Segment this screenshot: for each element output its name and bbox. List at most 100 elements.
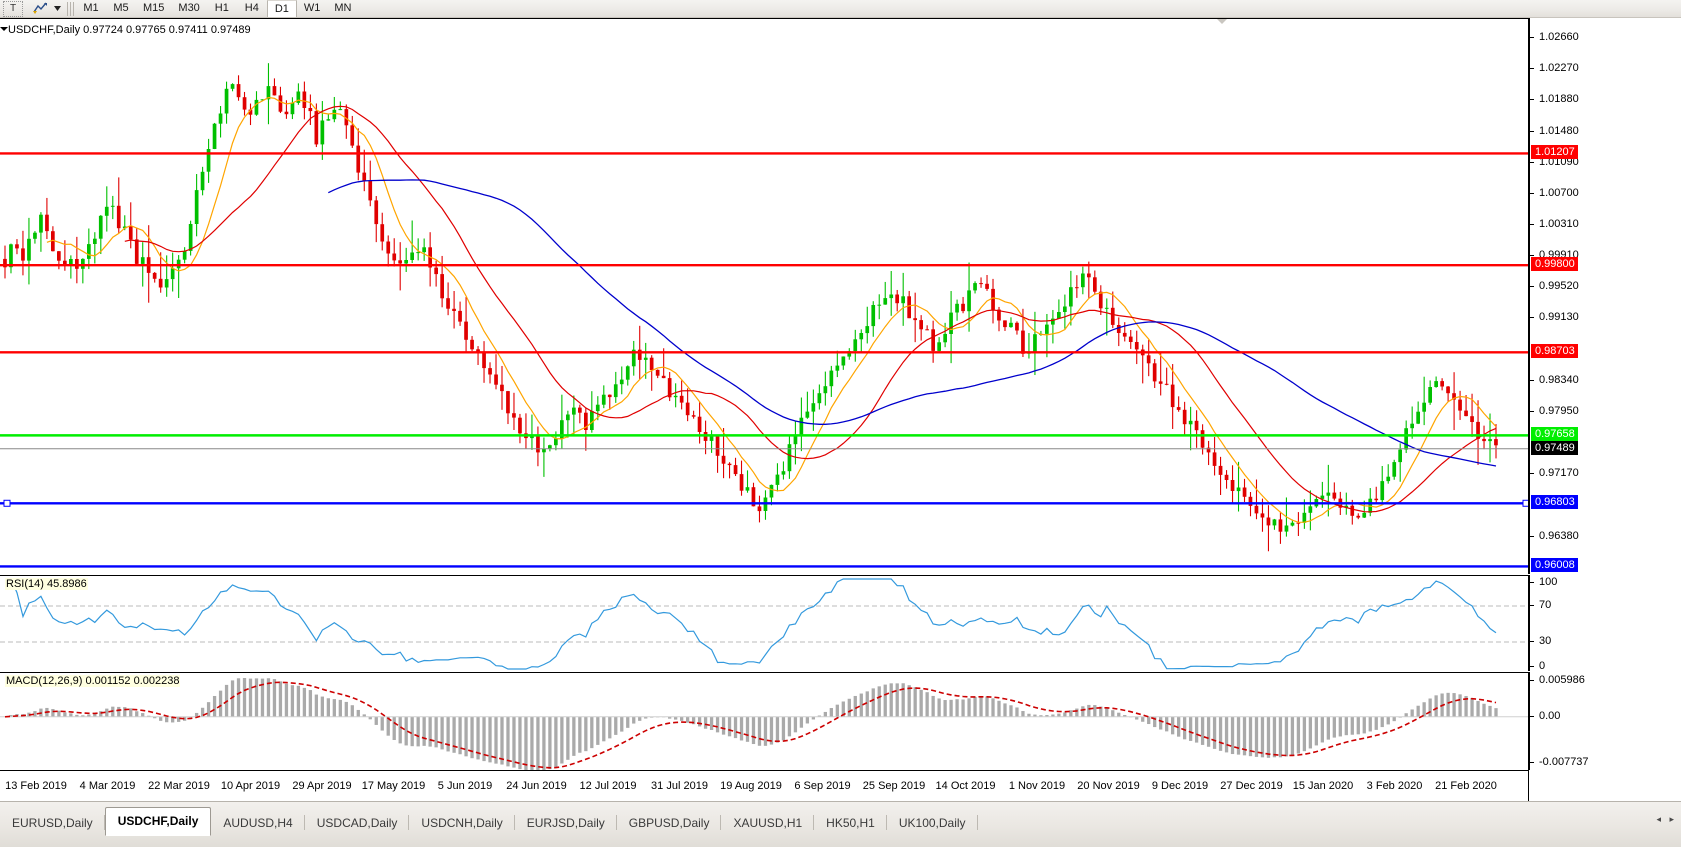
date-axis[interactable]: 13 Feb 2019 4 Mar 2019 22 Mar 2019 10 Apr 2… — [0, 770, 1529, 801]
chart-area: USDCHF,Daily 0.97724 0.97765 0.97411 0.9… — [0, 18, 1681, 801]
price-level-tag-current-price[interactable]: 0.97489 — [1531, 440, 1578, 455]
price-level-tag-support[interactable]: 0.97658 — [1531, 427, 1578, 442]
date-label: 9 Dec 2019 — [1151, 780, 1209, 792]
price-level-tag-resistance[interactable]: 0.99800 — [1531, 257, 1578, 272]
chart-tabbar: EURUSD,Daily USDCHF,Daily AUDUSD,H4 USDCAD,… — [0, 801, 1681, 847]
tab-divider — [408, 815, 410, 830]
rsi-tick: 70 — [1530, 599, 1551, 611]
chart-tab-eurjsd-daily[interactable]: EURJSD,Daily — [515, 810, 617, 836]
chart-collapse-icon[interactable] — [0, 27, 8, 31]
tab-scroll-icon[interactable]: ◂ ▸ — [1656, 814, 1677, 824]
chart-tab-label: USDCHF,Daily — [117, 813, 199, 828]
scroll-marker-icon — [1217, 19, 1227, 24]
timeframe-mn[interactable]: MN — [327, 0, 358, 17]
rsi-tick: 100 — [1530, 576, 1557, 588]
date-label: 5 Jun 2019 — [437, 780, 493, 792]
timeframe-group: M1 M5 M15 M30 H1 H4 D1 W1 MN — [76, 0, 358, 18]
chart-tab-label: USDCAD,Daily — [316, 816, 398, 830]
chart-tab-label: GBPUSD,Daily — [628, 816, 710, 830]
date-label: 21 Feb 2020 — [1435, 780, 1497, 792]
chart-tab-hk50-h1[interactable]: HK50,H1 — [814, 810, 887, 836]
toolbar-separator — [67, 1, 74, 16]
chart-tab-eurusd-daily[interactable]: EURUSD,Daily — [0, 810, 105, 836]
date-label: 6 Sep 2019 — [794, 780, 851, 792]
chart-tab-audusd-h4[interactable]: AUDUSD,H4 — [211, 810, 305, 836]
timeframe-h4[interactable]: H4 — [237, 0, 267, 17]
chart-tab-usdchf-daily[interactable]: USDCHF,Daily — [104, 807, 212, 836]
chart-tabs: EURUSD,Daily USDCHF,Daily AUDUSD,H4 USDCAD,… — [0, 807, 978, 836]
date-label: 22 Mar 2019 — [148, 780, 210, 792]
macd-pane[interactable]: MACD(12,26,9) 0.001152 0.002238 — [0, 672, 1529, 770]
tab-divider — [303, 815, 305, 830]
date-label: 24 Jun 2019 — [506, 780, 567, 792]
chart-tab-uk100-daily[interactable]: UK100,Daily — [887, 810, 978, 836]
price-axis[interactable]: 1.02660 1.02270 1.01880 1.01480 1.01090 1.007… — [1529, 18, 1681, 574]
timeframe-h1[interactable]: H1 — [207, 0, 237, 17]
symbol-ohlc-label: USDCHF,Daily 0.97724 0.97765 0.97411 0.9… — [8, 24, 251, 36]
chart-tab-gbpusd-daily[interactable]: GBPUSD,Daily — [617, 810, 722, 836]
chart-tab-label: EURUSD,Daily — [12, 816, 93, 830]
timeframe-m1[interactable]: M1 — [76, 0, 106, 17]
tab-divider — [885, 815, 887, 830]
timeframe-label: M30 — [178, 2, 200, 14]
price-level-tag-resistance[interactable]: 1.01207 — [1531, 145, 1578, 160]
price-level-tag-support[interactable]: 0.96008 — [1531, 558, 1578, 573]
timeframe-label: M1 — [83, 2, 99, 14]
timeframe-m15[interactable]: M15 — [136, 0, 171, 17]
price-tick: 1.02270 — [1530, 62, 1579, 74]
toolbar: T M1 M5 M15 M30 H1 H4 D1 W1 MN — [0, 0, 1681, 18]
price-tick: 1.00310 — [1530, 218, 1579, 230]
price-level-tag-support[interactable]: 0.96803 — [1531, 495, 1578, 510]
timeframe-m5[interactable]: M5 — [106, 0, 136, 17]
timeframe-d1[interactable]: D1 — [266, 0, 297, 17]
tab-divider — [513, 815, 515, 830]
price-tick: 0.99130 — [1530, 311, 1579, 323]
price-tick: 0.99520 — [1530, 280, 1579, 292]
date-label: 10 Apr 2019 — [220, 780, 281, 792]
chart-tab-xauusd-h1[interactable]: XAUUSD,H1 — [721, 810, 815, 836]
rsi-axis: 100 70 30 0 — [1529, 575, 1681, 672]
rsi-tick: 30 — [1530, 635, 1551, 647]
price-tick: 1.00700 — [1530, 187, 1579, 199]
price-tick: 0.98340 — [1530, 374, 1579, 386]
timeframe-label: H4 — [244, 2, 259, 14]
chart-tab-usdcnh-daily[interactable]: USDCNH,Daily — [409, 810, 515, 836]
timeframe-label: M5 — [113, 2, 129, 14]
date-label: 27 Dec 2019 — [1220, 780, 1283, 792]
price-tick: 1.01880 — [1530, 93, 1579, 105]
timeframe-w1[interactable]: W1 — [297, 0, 328, 17]
date-label: 20 Nov 2019 — [1077, 780, 1140, 792]
indicators-icon[interactable] — [29, 1, 51, 17]
rsi-tick: 0 — [1530, 660, 1545, 672]
date-label: 29 Apr 2019 — [292, 780, 352, 792]
chart-tab-label: XAUUSD,H1 — [733, 816, 803, 830]
macd-tick: -0.007737 — [1530, 756, 1589, 768]
price-chart-svg — [0, 63, 1528, 568]
price-pane[interactable]: USDCHF,Daily 0.97724 0.97765 0.97411 0.9… — [0, 18, 1529, 574]
rsi-title: RSI(14) 45.8986 — [5, 578, 88, 590]
price-tick: 1.01480 — [1530, 125, 1579, 137]
date-label: 17 May 2019 — [361, 780, 426, 792]
tab-divider — [976, 815, 978, 830]
date-label: 3 Feb 2020 — [1366, 780, 1423, 792]
date-label: 13 Feb 2019 — [5, 780, 67, 792]
date-label: 19 Aug 2019 — [720, 780, 782, 792]
timeframe-m30[interactable]: M30 — [171, 0, 206, 17]
text-tool-icon[interactable]: T — [3, 0, 23, 17]
date-label: 25 Sep 2019 — [862, 780, 926, 792]
chevron-down-icon[interactable] — [51, 1, 63, 17]
chart-tab-label: EURJSD,Daily — [526, 816, 605, 830]
timeframe-label: M15 — [143, 2, 165, 14]
chart-tab-usdcad-daily[interactable]: USDCAD,Daily — [305, 810, 410, 836]
rsi-pane[interactable]: RSI(14) 45.8986 — [0, 575, 1529, 671]
date-label: 1 Nov 2019 — [1008, 780, 1066, 792]
macd-tick: 0.005986 — [1530, 674, 1585, 686]
macd-axis: 0.005986 0.00 -0.007737 — [1529, 672, 1681, 770]
date-label: 12 Jul 2019 — [579, 780, 637, 792]
tab-divider — [615, 815, 617, 830]
price-level-tag-resistance[interactable]: 0.98703 — [1531, 344, 1578, 359]
date-label: 31 Jul 2019 — [651, 780, 708, 792]
date-label: 4 Mar 2019 — [79, 780, 136, 792]
timeframe-label: D1 — [274, 2, 289, 15]
